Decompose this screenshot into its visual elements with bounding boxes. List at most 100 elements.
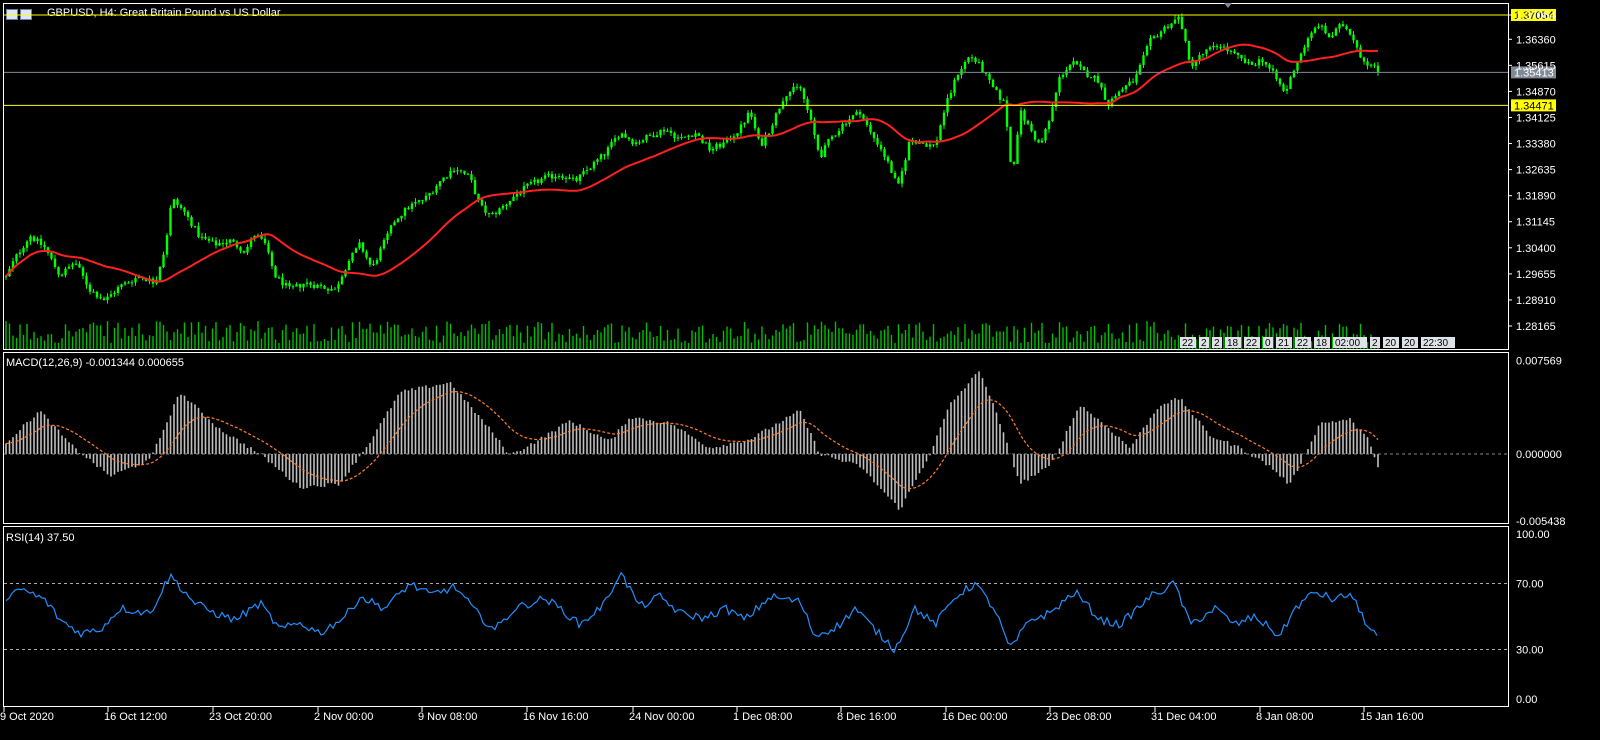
candle-body (746, 112, 750, 123)
candle-body (519, 193, 522, 195)
rsi-axis-label: 0.00 (1516, 694, 1537, 706)
candle-body (1292, 70, 1296, 78)
candle-body (134, 278, 137, 283)
candle-body (505, 204, 508, 206)
candle-body (295, 284, 298, 287)
candle-body (578, 174, 582, 181)
candle-body (893, 172, 897, 178)
horizontal-levels[interactable]: 1.37054 1.34471 1.35413 (4, 9, 1556, 112)
candle-body (564, 178, 568, 180)
candle-body (725, 137, 729, 143)
candle-body (617, 137, 620, 139)
candle-body (981, 61, 984, 73)
time-axis-label: 16 Nov 16:00 (523, 711, 588, 723)
candle-body (1054, 92, 1058, 108)
candle-body (480, 199, 484, 206)
price-axis-label: 1.34870 (1516, 86, 1556, 98)
candle-body (1159, 31, 1163, 37)
candle-body (694, 133, 697, 137)
candle-body (1191, 59, 1194, 66)
price-axis-label: 1.35615 (1516, 60, 1556, 72)
candle-body (484, 205, 487, 213)
candle-body (844, 123, 848, 125)
time-axis-label: 9 Nov 08:00 (418, 711, 477, 723)
candle-body (473, 180, 477, 195)
candle-body (347, 260, 351, 271)
candle-body (1138, 64, 1142, 75)
macd-title: MACD(12,26,9) -0.001344 0.000655 (6, 357, 184, 369)
candle-body (974, 57, 977, 62)
candle-body (718, 143, 722, 148)
candles (4, 13, 1380, 304)
candle-body (1334, 28, 1338, 36)
candle-body (39, 238, 43, 245)
candle-body (872, 132, 876, 139)
candle-body (970, 57, 974, 59)
candle-body (1002, 99, 1005, 101)
candle-body (802, 88, 806, 100)
candle-body (1075, 61, 1079, 65)
candle-body (918, 142, 921, 144)
volume-tag-label: 20 (1404, 338, 1416, 349)
candle-body (1296, 61, 1299, 71)
rsi-line (5, 571, 1378, 654)
time-axis-label: 9 Oct 2020 (0, 711, 54, 723)
volume-tag-box (1212, 337, 1222, 348)
macd-indicator (4, 371, 1508, 510)
candle-body (865, 118, 869, 125)
candle-body (270, 252, 274, 267)
time-axis-label: 24 Nov 00:00 (629, 711, 694, 723)
candle-body (491, 212, 494, 214)
candle-body (1257, 59, 1261, 66)
price-axis: 1.37054 1.36360 1.35615 1.34870 1.34125 1.333… (1508, 10, 1556, 333)
candle-body (361, 242, 365, 252)
candle-body (372, 263, 375, 265)
candle-body (95, 291, 99, 298)
candle-body (764, 135, 767, 146)
candle-body (239, 247, 242, 251)
volume-tag-label: 18 (1227, 338, 1239, 349)
volume-tag-box (1225, 337, 1241, 348)
volume-tag-label: 20 (1385, 338, 1397, 349)
rsi-axis-label: 100.00 (1516, 529, 1550, 541)
candle-body (386, 233, 389, 240)
candle-body (841, 124, 844, 131)
candle-body (18, 252, 22, 255)
level-label-current: 1.35413 (1514, 67, 1554, 79)
candle-body (449, 171, 452, 178)
volume-tag-box (1244, 337, 1260, 348)
candle-body (463, 170, 466, 174)
candle-body (1194, 60, 1198, 66)
candle-body (743, 122, 746, 125)
candle-body (925, 143, 928, 147)
candle-body (813, 119, 816, 135)
candle-body (25, 241, 29, 248)
time-axis-label: 8 Dec 16:00 (837, 711, 896, 723)
macd-signal-line (5, 390, 1379, 490)
candle-body (197, 226, 200, 237)
price-axis-label: 1.36360 (1516, 34, 1556, 46)
rsi-axis-label: 70.00 (1516, 579, 1544, 591)
candle-body (788, 92, 792, 97)
candle-body (162, 254, 165, 268)
candle-body (102, 298, 106, 301)
candle-body (232, 239, 235, 242)
volume-tag-box (1383, 337, 1399, 348)
candle-body (1320, 25, 1324, 27)
candle-body (631, 139, 634, 145)
candle-body (680, 137, 683, 139)
candle-body (890, 161, 893, 173)
candle-body (1289, 77, 1292, 90)
candle-body (1303, 47, 1306, 54)
candle-body (249, 238, 253, 247)
candle-body (582, 170, 585, 175)
candle-body (851, 115, 855, 120)
candle-body (1362, 57, 1366, 62)
candle-body (470, 174, 473, 181)
candle-body (638, 142, 641, 144)
candle-body (487, 212, 491, 214)
candle-body (939, 125, 942, 140)
candle-body (445, 177, 449, 179)
candle-body (281, 277, 284, 286)
